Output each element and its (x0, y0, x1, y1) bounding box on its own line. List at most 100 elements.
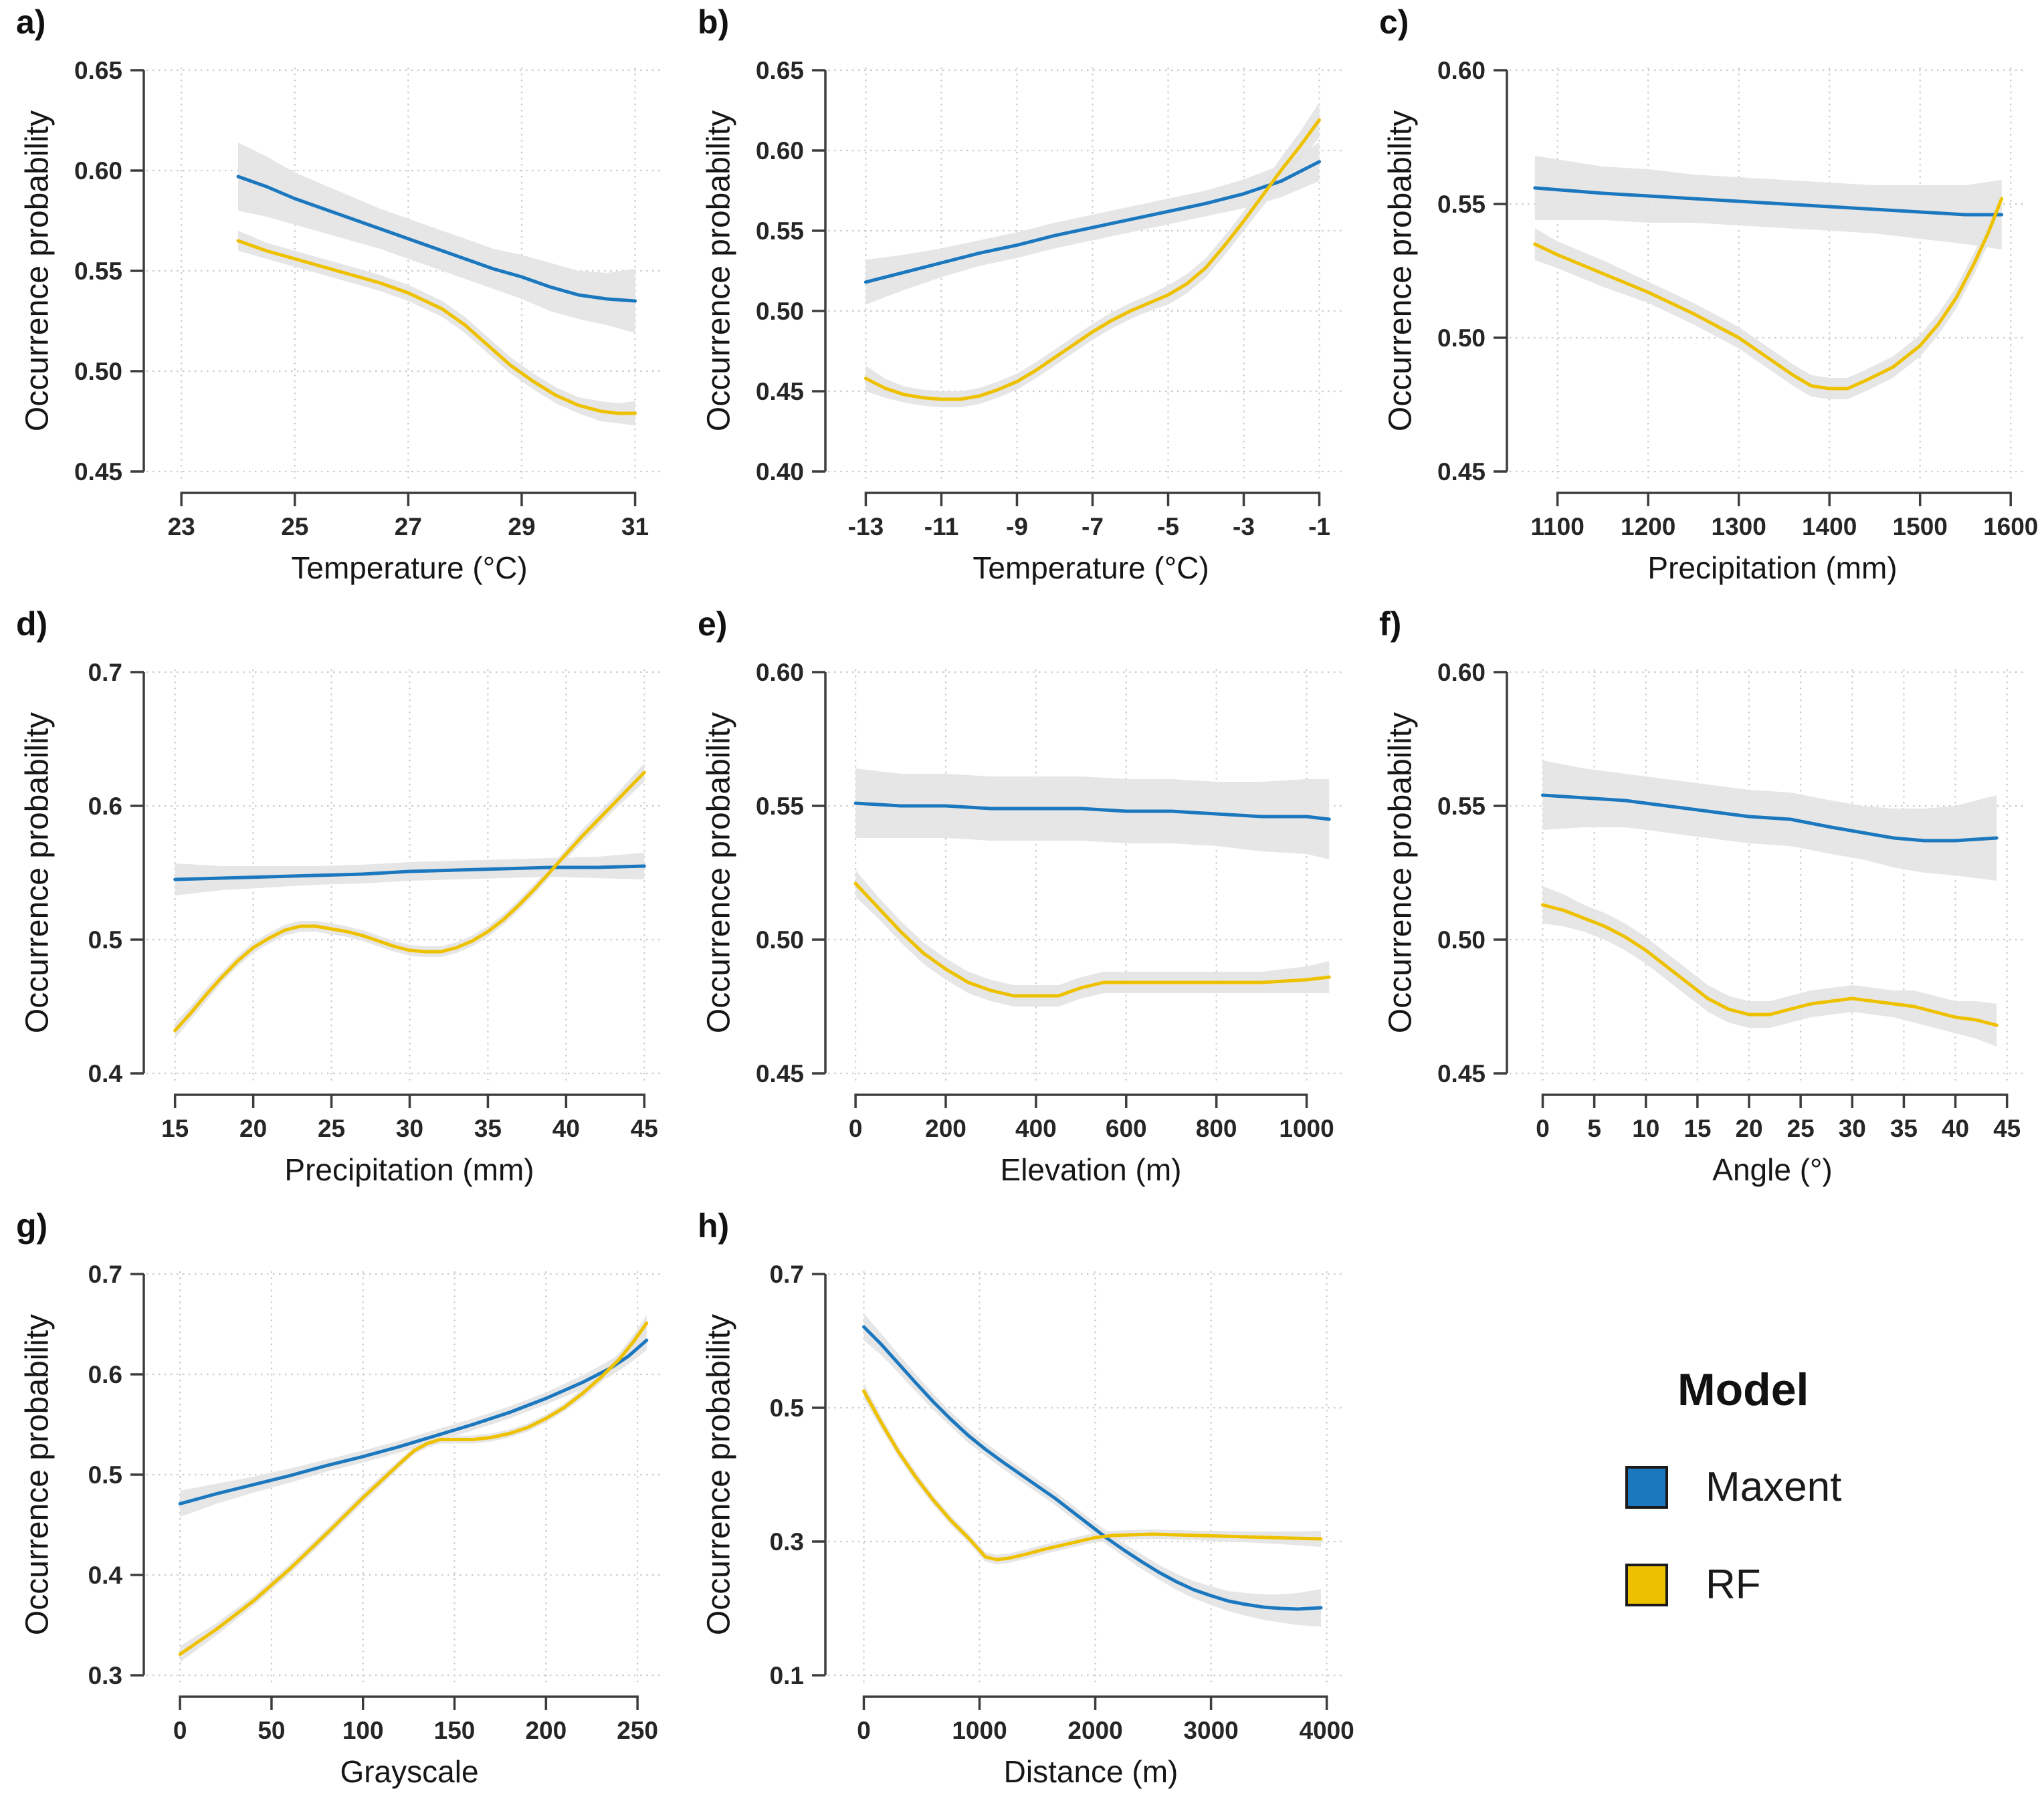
svg-text:35: 35 (1890, 1115, 1918, 1142)
svg-text:-5: -5 (1157, 513, 1179, 540)
svg-text:0.6: 0.6 (88, 793, 122, 820)
svg-text:800: 800 (1196, 1115, 1237, 1142)
panel-label-e: e) (698, 605, 728, 643)
svg-text:-9: -9 (1006, 513, 1028, 540)
legend-title: Model (1677, 1364, 1809, 1415)
svg-text:23: 23 (168, 513, 195, 540)
svg-text:30: 30 (1839, 1115, 1866, 1142)
svg-text:200: 200 (925, 1115, 966, 1142)
svg-text:4000: 4000 (1299, 1717, 1354, 1744)
svg-text:3000: 3000 (1183, 1717, 1238, 1744)
svg-text:20: 20 (1735, 1115, 1762, 1142)
legend-label-maxent: Maxent (1706, 1464, 1842, 1510)
svg-text:45: 45 (1993, 1115, 2021, 1142)
svg-text:150: 150 (434, 1717, 476, 1744)
svg-text:1300: 1300 (1712, 513, 1766, 540)
chart-svg-c: 0.45 0.50 0.55 0.60 1100 1200 1300 1400 1500 1600 (1437, 57, 2038, 540)
panel-b: b) Occurrence probability 0.40 0.45 0.50 0.… (682, 0, 1363, 602)
x-axis-title: Elevation (m) (1000, 1152, 1182, 1187)
x-axis-title: Distance (m) (1003, 1754, 1179, 1789)
svg-text:15: 15 (161, 1115, 189, 1142)
svg-text:0.50: 0.50 (1437, 926, 1486, 954)
chart-svg-f: 0.45 0.50 0.55 0.60 0 5 10 15 20 25 30 35 40 45 (1437, 659, 2027, 1142)
svg-text:0.4: 0.4 (88, 1562, 123, 1589)
svg-text:0.55: 0.55 (756, 217, 804, 245)
svg-text:0.50: 0.50 (756, 298, 804, 325)
svg-text:0.45: 0.45 (1437, 1060, 1486, 1087)
panel-label-g: g) (16, 1207, 48, 1245)
svg-text:0.65: 0.65 (756, 57, 804, 84)
svg-text:1600: 1600 (1983, 513, 2038, 540)
svg-text:1500: 1500 (1893, 513, 1948, 540)
svg-text:0.60: 0.60 (1437, 57, 1486, 84)
panel-g: g) Occurrence probability 0.3 0.4 0.5 0.6 0.… (0, 1204, 682, 1795)
svg-text:-3: -3 (1233, 513, 1255, 540)
svg-text:0.1: 0.1 (770, 1662, 804, 1689)
svg-text:400: 400 (1015, 1115, 1057, 1142)
svg-text:1400: 1400 (1802, 513, 1857, 540)
x-axis-title: Grayscale (340, 1754, 479, 1789)
panel-h: h) Occurrence probability 0.1 0.3 0.5 0.7 0 1… (682, 1204, 1363, 1795)
svg-text:5: 5 (1587, 1115, 1601, 1142)
svg-text:0.7: 0.7 (88, 1261, 122, 1288)
svg-text:0.55: 0.55 (1437, 793, 1486, 820)
chart-svg-g: 0.3 0.4 0.5 0.6 0.7 0 50 100 150 200 250 (88, 1261, 663, 1744)
svg-text:45: 45 (631, 1115, 658, 1142)
panel-a: a) Occurrence probability 0.45 0.50 0.55 0.… (0, 0, 682, 602)
svg-text:0.3: 0.3 (88, 1662, 122, 1689)
svg-text:10: 10 (1632, 1115, 1659, 1142)
svg-text:0.50: 0.50 (756, 926, 804, 954)
svg-text:0: 0 (857, 1717, 871, 1744)
svg-text:0.60: 0.60 (756, 137, 804, 165)
svg-text:1100: 1100 (1531, 513, 1585, 540)
svg-text:50: 50 (258, 1717, 285, 1744)
svg-text:0.45: 0.45 (756, 1060, 804, 1087)
x-axis-title: Angle (°) (1712, 1152, 1833, 1187)
panel-label-d: d) (16, 605, 48, 643)
panel-label-c: c) (1379, 3, 1409, 41)
svg-text:25: 25 (318, 1115, 345, 1142)
svg-text:0.45: 0.45 (74, 458, 122, 486)
panel-e: e) Occurrence probability 0.45 0.50 0.55 0.… (682, 602, 1363, 1204)
svg-text:-11: -11 (924, 513, 958, 540)
svg-text:0.50: 0.50 (74, 358, 122, 385)
svg-text:0.40: 0.40 (756, 458, 804, 486)
legend-item-maxent: Maxent (1625, 1466, 1841, 1509)
svg-text:25: 25 (1787, 1115, 1815, 1142)
svg-text:0: 0 (849, 1115, 863, 1142)
svg-text:0: 0 (1536, 1115, 1550, 1142)
svg-text:100: 100 (342, 1717, 384, 1744)
svg-text:0.45: 0.45 (1437, 458, 1486, 486)
svg-text:0.60: 0.60 (756, 659, 804, 686)
svg-text:27: 27 (395, 513, 422, 540)
svg-text:-1: -1 (1308, 513, 1330, 540)
svg-text:25: 25 (281, 513, 308, 540)
svg-text:200: 200 (525, 1717, 567, 1744)
svg-text:0.6: 0.6 (88, 1361, 122, 1388)
svg-text:250: 250 (617, 1717, 658, 1744)
svg-text:20: 20 (239, 1115, 267, 1142)
panel-f: f) Occurrence probability 0.45 0.50 0.55 0.… (1363, 602, 2044, 1204)
panel-c: c) Occurrence probability 0.45 0.50 0.55 0.… (1363, 0, 2044, 602)
svg-text:0.65: 0.65 (74, 57, 122, 84)
legend-item-rf: RF (1625, 1564, 1761, 1606)
chart-svg-h: 0.1 0.3 0.5 0.7 0 1000 2000 3000 4000 (770, 1261, 1354, 1744)
legend: Model Maxent RF (1363, 1204, 2044, 1795)
svg-text:31: 31 (621, 513, 649, 540)
legend-label-rf: RF (1706, 1562, 1761, 1608)
x-axis-title: Precipitation (mm) (1647, 550, 1898, 585)
rf-color-swatch (1625, 1564, 1668, 1606)
svg-text:0.5: 0.5 (88, 926, 122, 954)
panel-label-f: f) (1379, 605, 1402, 643)
svg-text:0.60: 0.60 (1437, 659, 1486, 686)
svg-text:-7: -7 (1082, 513, 1104, 540)
svg-text:0.50: 0.50 (1437, 324, 1486, 352)
svg-text:0.45: 0.45 (756, 378, 804, 405)
chart-svg-b: 0.40 0.45 0.50 0.55 0.60 0.65 -13 -11 -9 -7 -5 -3 -1 (756, 57, 1345, 540)
svg-text:40: 40 (1942, 1115, 1969, 1142)
svg-text:0.5: 0.5 (88, 1461, 122, 1489)
chart-svg-a: 0.45 0.50 0.55 0.60 0.65 23 25 27 29 31 (74, 57, 663, 540)
svg-text:1200: 1200 (1621, 513, 1675, 540)
svg-text:1000: 1000 (1279, 1115, 1334, 1142)
